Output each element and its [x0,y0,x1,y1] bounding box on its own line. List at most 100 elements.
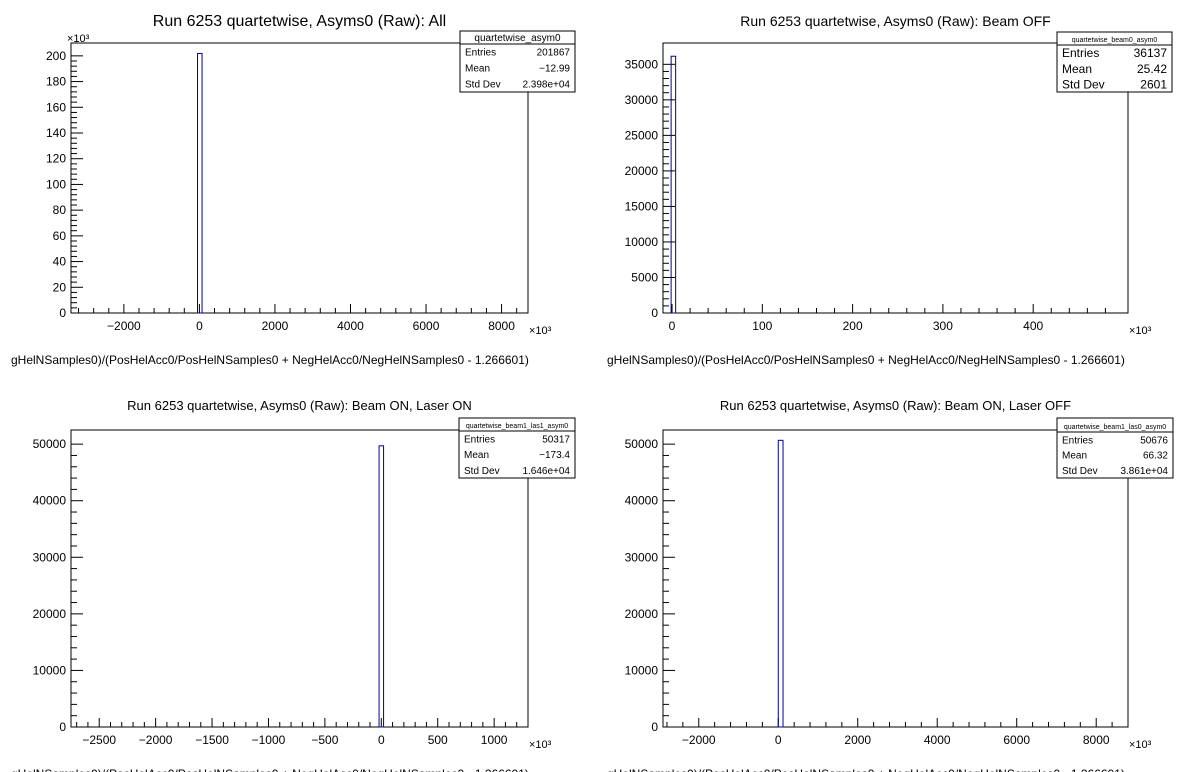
x-tick-label: −2000 [139,733,173,747]
stats-row-label: Entries [1062,46,1099,60]
histogram-panel-4: Run 6253 quartetwise, Asyms0 (Raw): Beam… [607,398,1174,772]
chart-title: Run 6253 quartetwise, Asyms0 (Raw): All [153,13,446,30]
x-tick-label: −500 [311,733,338,747]
x-tick-label: 1000 [481,733,508,747]
stats-box-name: quartetwise_beam0_asym0 [1072,37,1158,44]
y-tick-label: 5000 [631,270,658,284]
stats-row-value: −173.4 [539,450,570,461]
x-tick-label: 6000 [1003,733,1030,747]
x-tick-label: 8000 [488,319,515,333]
stats-box-frame [459,30,576,93]
x-axis-multiplier: ×10³ [1129,739,1152,751]
y-tick-label: 0 [651,720,658,734]
stats-box-name: quartetwise_beam1_las0_asym0 [1064,424,1166,431]
y-tick-label: 0 [59,306,66,320]
x-tick-label: 300 [933,319,953,333]
y-tick-label: 50000 [33,437,67,451]
histogram-panel-2: Run 6253 quartetwise, Asyms0 (Raw): Beam… [607,13,1173,367]
chart-title: Run 6253 quartetwise, Asyms0 (Raw): Beam… [127,398,472,413]
x-tick-label: −1000 [252,733,286,747]
y-tick-label: 20 [53,280,67,294]
y-tick-label: 50000 [625,437,659,451]
stats-row-value: 50317 [542,434,570,445]
x-tick-label: 500 [428,733,448,747]
histogram-panel-1: Run 6253 quartetwise, Asyms0 (Raw): All 0… [11,13,576,367]
histogram-bin [777,439,784,728]
stats-box: quartetwise_beam1_las1_asym0 Entries 50317… [458,417,576,479]
y-tick-label: 140 [46,126,66,140]
x-tick-label: 8000 [1083,733,1110,747]
y-tick-label: 60 [53,229,67,243]
histogram-bin [197,52,203,314]
x-tick-label: 2000 [262,319,289,333]
y-tick-label: 25000 [625,128,659,142]
x-tick-label: −2500 [82,733,116,747]
stats-row-label: Entries [1062,435,1093,446]
y-tick-label: 30000 [625,550,659,564]
y-tick-label: 40 [53,255,67,269]
y-tick-label: 100 [46,177,66,191]
stats-box-name: quartetwise_asym0 [474,33,561,44]
x-tick-label: 0 [196,319,203,333]
y-tick-label: 20000 [625,164,659,178]
x-tick-label: 4000 [924,733,951,747]
stats-row-label: Entries [465,48,496,59]
y-tick-label: 30000 [33,550,67,564]
y-axis-multiplier: ×10³ [67,33,90,45]
stats-row-label: Std Dev [465,80,501,91]
histogram-bin [670,55,677,314]
y-tick-label: 10000 [33,663,67,677]
stats-row-value: 2601 [1140,77,1167,91]
stats-box-name: quartetwise_beam1_las1_asym0 [466,423,568,430]
y-tick-label: 40000 [625,494,659,508]
stats-row-value: 201867 [537,48,571,59]
stats-row-label: Std Dev [464,466,500,477]
y-tick-label: 40000 [33,494,67,508]
y-tick-label: 120 [46,152,66,166]
x-axis-multiplier: ×10³ [529,739,552,751]
chart-title: Run 6253 quartetwise, Asyms0 (Raw): Beam… [740,13,1050,29]
y-tick-label: 10000 [625,663,659,677]
y-tick-label: 10000 [625,235,659,249]
y-tick-label: 15000 [625,199,659,213]
stats-row-value: 50676 [1140,435,1168,446]
plot-frame [662,429,1129,728]
x-axis-multiplier: ×10³ [1129,325,1152,337]
stats-box: quartetwise_beam1_las0_asym0 Entries 50676… [1056,417,1174,479]
stats-row-value: 66.32 [1143,451,1168,462]
stats-row-label: Std Dev [1062,77,1105,91]
x-tick-label: −1500 [195,733,229,747]
x-tick-label: 100 [752,319,772,333]
stats-row-label: Mean [1062,62,1092,76]
plot-frame [70,429,529,728]
stats-box-frame [1056,31,1173,93]
x-tick-label: 0 [775,733,782,747]
y-tick-label: 20000 [33,607,67,621]
x-axis-label: gHelNSamples0)/(PosHelAcc0/PosHelNSample… [607,767,1125,772]
chart-title: Run 6253 quartetwise, Asyms0 (Raw): Beam… [720,398,1071,413]
x-axis-label: gHelNSamples0)/(PosHelAcc0/PosHelNSample… [11,767,529,772]
x-axis-label: gHelNSamples0)/(PosHelAcc0/PosHelNSample… [11,353,529,367]
y-tick-label: 180 [46,75,66,89]
stats-box: quartetwise_beam0_asym0 Entries 36137 Mean 2… [1056,31,1173,93]
stats-row-value: 36137 [1134,46,1168,60]
stats-box-frame [1056,417,1174,479]
x-axis-label: gHelNSamples0)/(PosHelAcc0/PosHelNSample… [607,353,1125,367]
plot-frame [70,42,529,314]
stats-row-value: 1.646e+04 [522,466,570,477]
y-tick-label: 80 [53,203,67,217]
histogram-panel-3: Run 6253 quartetwise, Asyms0 (Raw): Beam… [11,398,576,772]
stats-row-label: Entries [464,434,495,445]
stats-row-label: Mean [464,450,489,461]
x-tick-label: 6000 [413,319,440,333]
y-tick-label: 200 [46,49,66,63]
y-tick-label: 0 [651,306,658,320]
y-tick-label: 30000 [625,93,659,107]
stats-row-value: 2.398e+04 [522,80,570,91]
x-tick-label: 200 [843,319,863,333]
y-tick-label: 160 [46,100,66,114]
x-tick-label: −2000 [107,319,141,333]
stats-row-value: −12.99 [539,64,570,75]
stats-row-label: Mean [1062,451,1087,462]
y-tick-label: 20000 [625,607,659,621]
